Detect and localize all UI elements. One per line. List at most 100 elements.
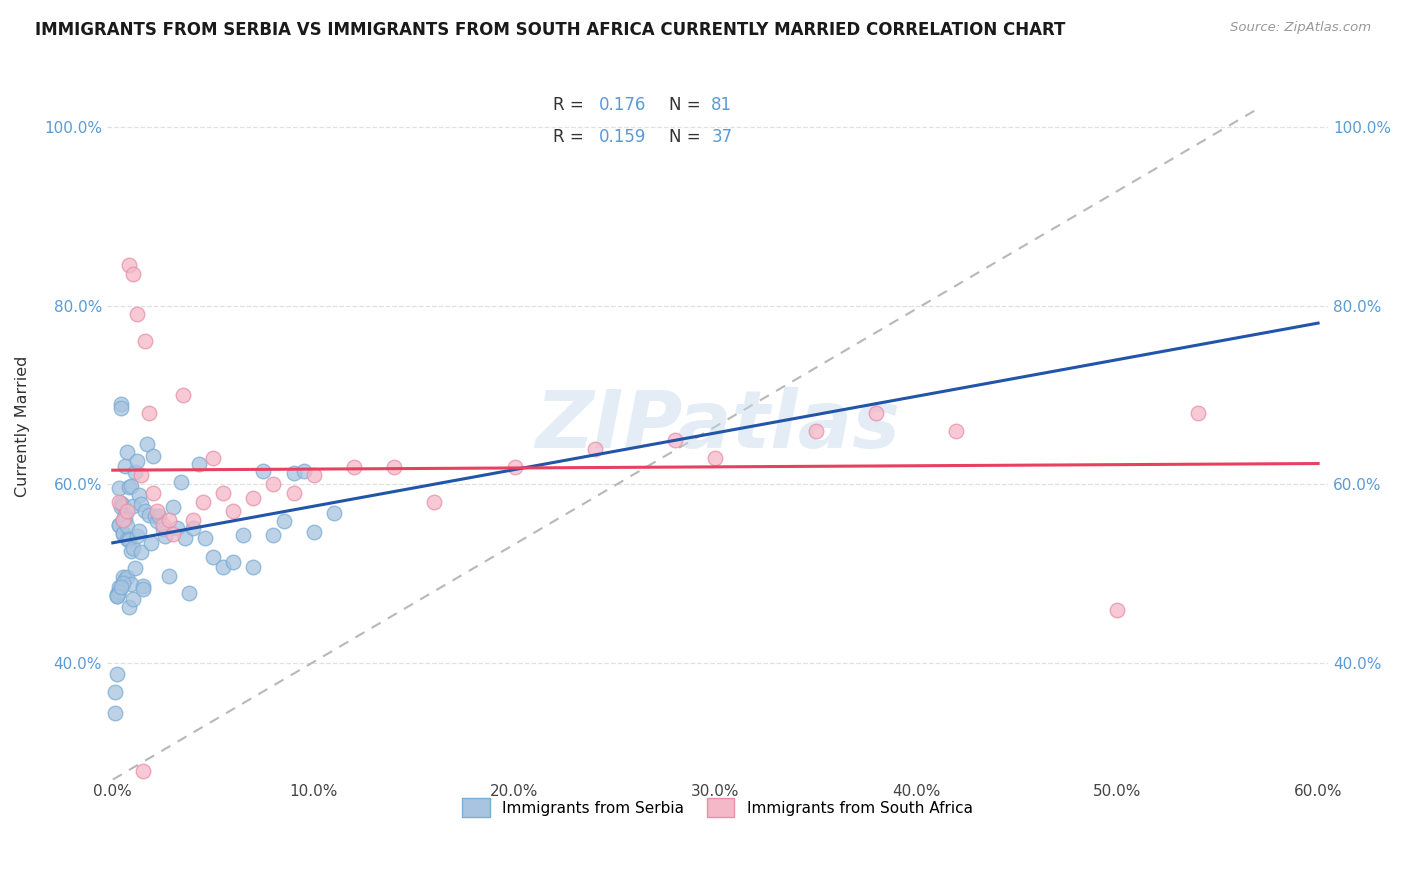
Point: [148, 508, 170, 523]
Point: [242, 560, 264, 574]
Text: 0.159: 0.159: [599, 128, 647, 145]
Point: [129, 468, 152, 483]
Point: [704, 450, 727, 465]
Point: [136, 437, 159, 451]
Legend: Immigrants from Serbia, Immigrants from South Africa: Immigrants from Serbia, Immigrants from …: [454, 790, 980, 825]
Point: [503, 459, 526, 474]
Point: [111, 513, 134, 527]
Point: [107, 581, 129, 595]
Point: [188, 457, 211, 471]
Point: [181, 521, 204, 535]
Point: [153, 529, 176, 543]
Point: [118, 258, 141, 272]
Point: [105, 586, 128, 600]
Point: [118, 599, 141, 614]
Point: [193, 495, 215, 509]
Point: [121, 499, 143, 513]
Point: [125, 529, 148, 543]
Point: [132, 579, 155, 593]
Point: [115, 445, 138, 459]
Point: [118, 532, 141, 546]
Point: [232, 528, 254, 542]
Point: [152, 523, 174, 537]
Point: [129, 544, 152, 558]
Text: 81: 81: [711, 95, 733, 114]
Point: [125, 308, 148, 322]
Point: [146, 504, 169, 518]
Point: [105, 589, 128, 603]
Point: [146, 514, 169, 528]
Point: [945, 424, 967, 438]
Point: [115, 532, 138, 546]
Point: [382, 459, 405, 474]
Point: [111, 527, 134, 541]
Point: [132, 764, 155, 778]
Point: [138, 508, 160, 522]
Point: [104, 706, 127, 720]
Point: [583, 442, 606, 456]
Point: [110, 496, 132, 510]
Point: [111, 570, 134, 584]
Point: [162, 500, 184, 514]
Text: ZIPatlas: ZIPatlas: [534, 387, 900, 466]
Text: IMMIGRANTS FROM SERBIA VS IMMIGRANTS FROM SOUTH AFRICA CURRENTLY MARRIED CORRELA: IMMIGRANTS FROM SERBIA VS IMMIGRANTS FRO…: [35, 21, 1066, 39]
Point: [110, 401, 132, 416]
Point: [157, 513, 180, 527]
Point: [322, 506, 344, 520]
Point: [110, 580, 132, 594]
Point: [302, 525, 325, 540]
Point: [172, 388, 194, 402]
Point: [120, 544, 142, 558]
Point: [118, 480, 141, 494]
Text: N =: N =: [669, 95, 706, 114]
Point: [1107, 602, 1129, 616]
Y-axis label: Currently Married: Currently Married: [15, 356, 30, 497]
Point: [202, 549, 225, 564]
Text: R =: R =: [553, 128, 589, 145]
Text: N =: N =: [669, 128, 706, 145]
Point: [120, 576, 142, 591]
Point: [107, 495, 129, 509]
Point: [202, 450, 225, 465]
Point: [114, 572, 136, 586]
Text: 0.176: 0.176: [599, 95, 647, 114]
Point: [114, 508, 136, 522]
Point: [292, 464, 315, 478]
Point: [865, 406, 887, 420]
Point: [107, 481, 129, 495]
Point: [252, 464, 274, 478]
Point: [128, 524, 150, 538]
Point: [111, 526, 134, 541]
Point: [162, 526, 184, 541]
Point: [283, 467, 305, 481]
Point: [128, 487, 150, 501]
Point: [110, 500, 132, 514]
Text: 37: 37: [711, 128, 733, 145]
Point: [111, 513, 134, 527]
Point: [132, 582, 155, 597]
Point: [134, 504, 156, 518]
Point: [166, 521, 188, 535]
Point: [104, 685, 127, 699]
Point: [170, 475, 193, 489]
Point: [118, 533, 141, 547]
Point: [302, 468, 325, 483]
Point: [152, 517, 174, 532]
Point: [263, 528, 285, 542]
Point: [194, 532, 217, 546]
Point: [423, 495, 446, 509]
Point: [111, 575, 134, 590]
Point: [142, 486, 165, 500]
Point: [222, 555, 245, 569]
Point: [107, 517, 129, 532]
Point: [115, 504, 138, 518]
Point: [273, 514, 295, 528]
Point: [212, 486, 235, 500]
Point: [174, 531, 197, 545]
Point: [110, 397, 132, 411]
Point: [121, 541, 143, 556]
Point: [139, 536, 162, 550]
Point: [114, 458, 136, 473]
Point: [121, 591, 143, 606]
Point: [124, 561, 146, 575]
